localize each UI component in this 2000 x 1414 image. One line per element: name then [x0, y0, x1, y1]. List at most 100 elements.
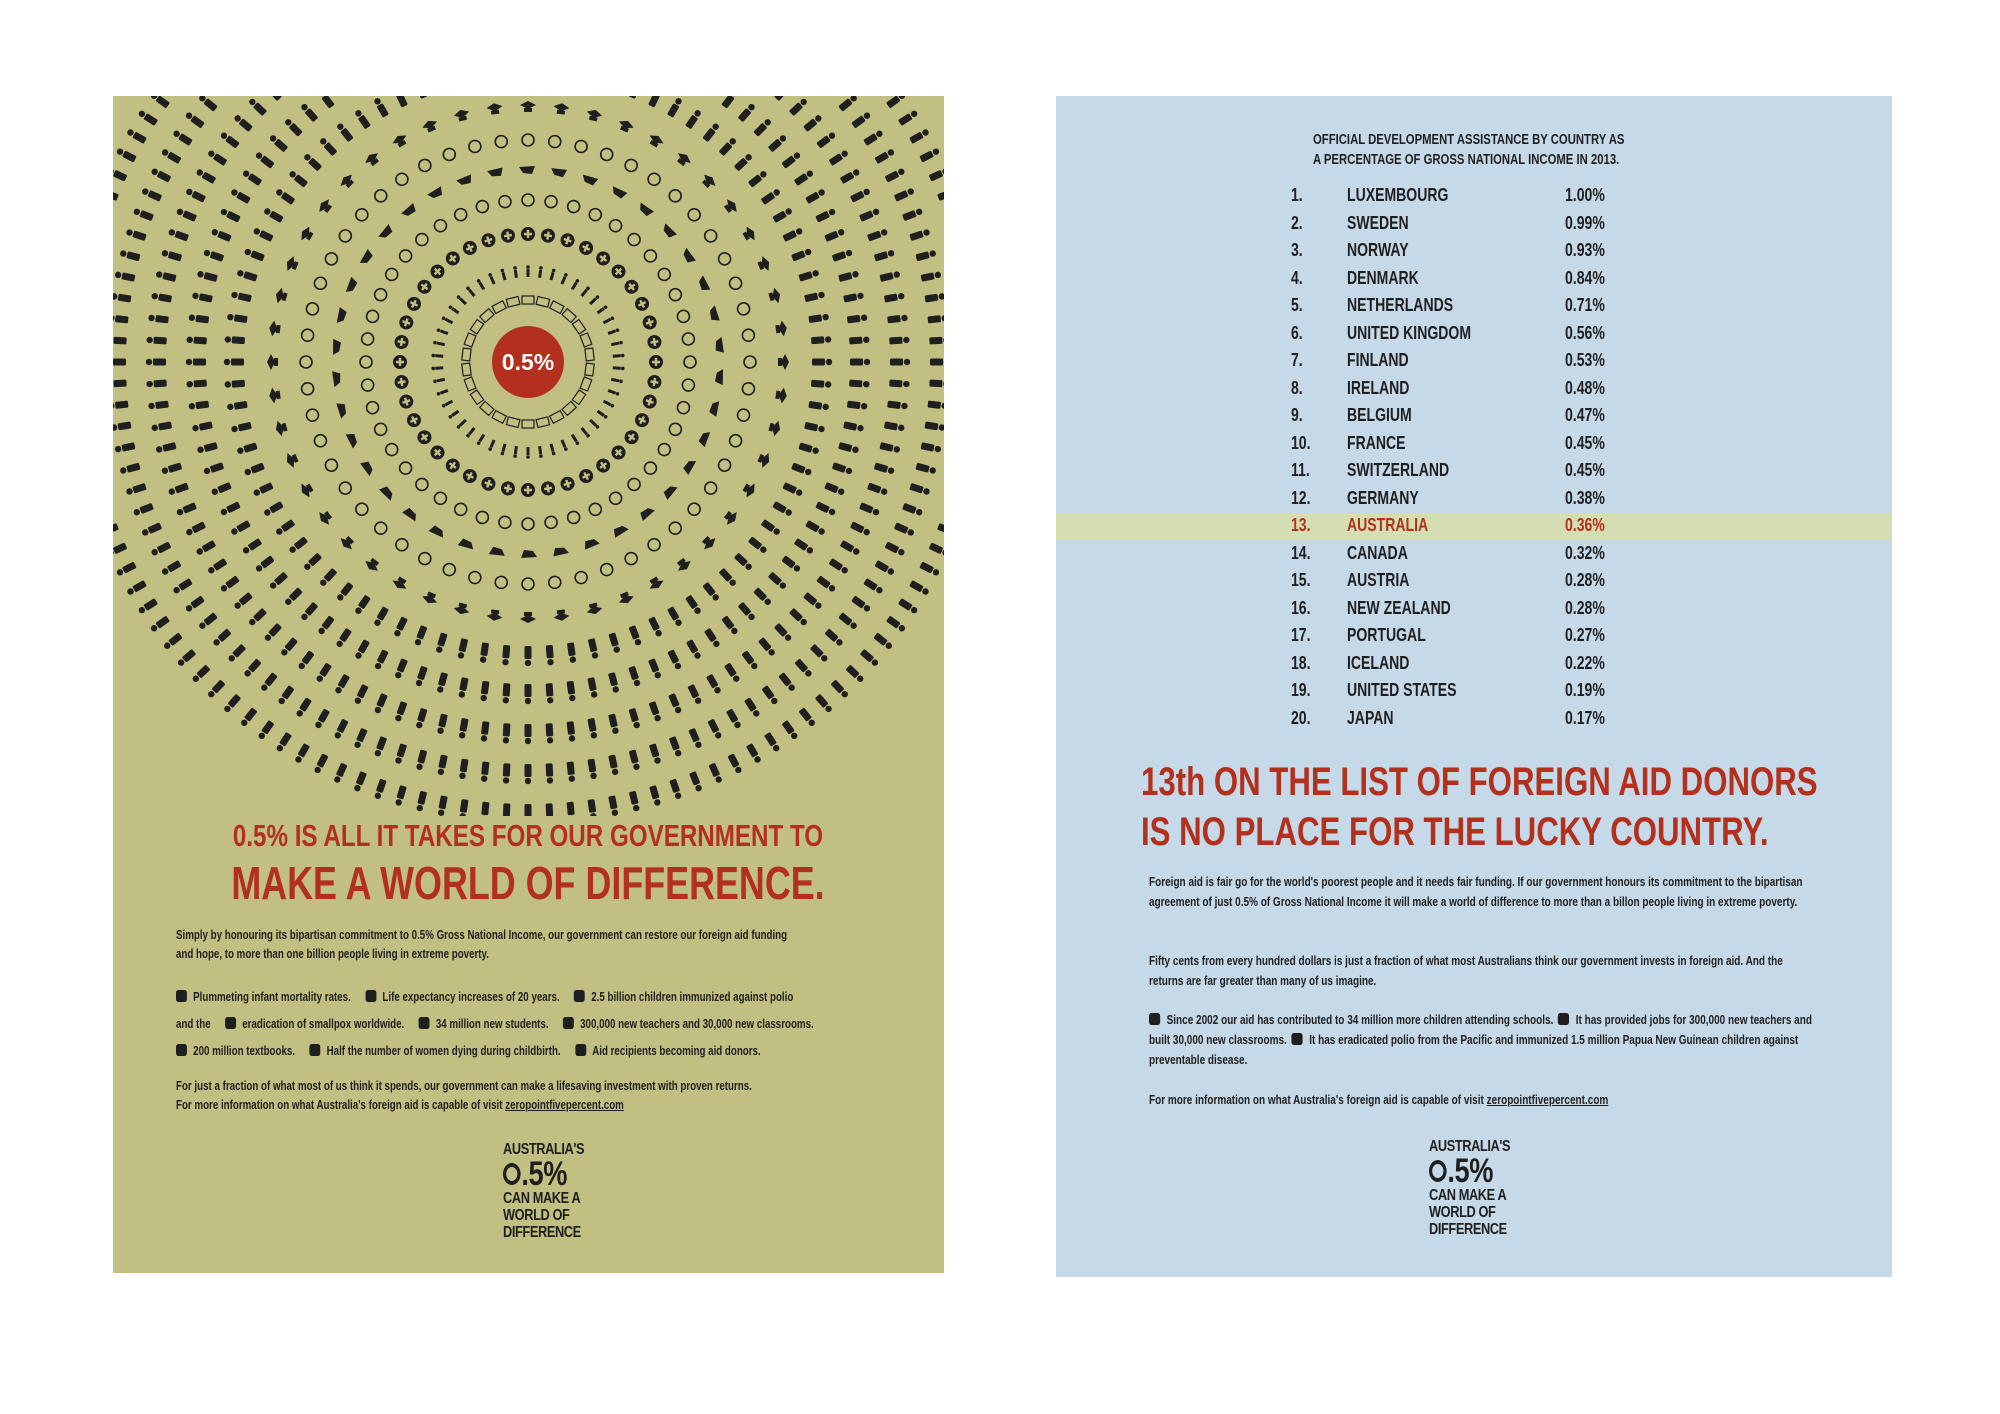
pattern-icon: [628, 666, 641, 687]
pattern-icon: [843, 292, 864, 303]
cross: [421, 433, 428, 442]
pattern-icon: [176, 502, 197, 516]
body: [308, 158, 322, 171]
body: [612, 354, 621, 358]
body: [301, 650, 315, 665]
head: [753, 710, 760, 717]
head: [695, 784, 702, 792]
pattern-icon: [286, 452, 299, 468]
steth: [360, 332, 375, 346]
steth: [608, 491, 623, 506]
pattern-icon: [561, 307, 578, 324]
body: [356, 728, 368, 743]
link[interactable]: zeropointfivepercent.com: [1486, 1093, 1609, 1107]
head: [148, 402, 155, 410]
head: [841, 150, 848, 157]
body: [799, 707, 812, 722]
head: [414, 638, 422, 646]
pattern-icon: [548, 299, 565, 315]
head: [901, 314, 908, 322]
pattern-icon: [874, 560, 895, 575]
pattern-icon: [502, 683, 511, 704]
barrow: [428, 525, 444, 538]
body: [648, 658, 659, 673]
body: [808, 314, 822, 323]
head: [903, 380, 910, 388]
pattern-icon: [355, 110, 371, 129]
head: [488, 273, 492, 277]
head: [876, 130, 883, 137]
head: [694, 697, 702, 704]
body: [243, 442, 258, 453]
body: [438, 754, 448, 769]
pattern-icon: [211, 482, 232, 495]
head: [177, 659, 185, 666]
body: [225, 575, 240, 589]
head: [264, 208, 271, 215]
pattern-icon: [799, 707, 815, 726]
head: [788, 684, 795, 691]
pattern-icon: [453, 207, 468, 222]
pattern-icon: [176, 208, 197, 222]
barrow: [551, 168, 568, 178]
barrow: [640, 508, 655, 521]
head: [120, 250, 127, 257]
head: [120, 467, 127, 474]
steth: [521, 517, 535, 531]
body: [915, 463, 930, 473]
book: [478, 400, 495, 417]
head: [733, 675, 740, 682]
head: [113, 293, 118, 300]
pattern-icon: [313, 276, 328, 291]
body: [924, 293, 939, 303]
pattern-icon: [687, 684, 702, 704]
head: [876, 587, 883, 594]
head: [818, 291, 825, 299]
cell-country: AUSTRIA: [1347, 570, 1410, 590]
head: [269, 135, 277, 142]
body: [873, 633, 888, 646]
book: [584, 347, 595, 362]
body: [846, 665, 860, 678]
cap: [269, 320, 281, 337]
pattern-icon: [428, 525, 444, 538]
head: [500, 451, 505, 456]
head: [837, 488, 845, 495]
book: [561, 307, 578, 324]
body: [846, 400, 861, 410]
pattern-icon: [211, 229, 232, 242]
link[interactable]: zeropointfivepercent.com: [505, 1098, 624, 1112]
pattern-icon: [304, 553, 322, 570]
steth: [544, 194, 558, 209]
book: [469, 318, 485, 335]
head: [334, 732, 341, 739]
pattern-icon: [314, 753, 329, 774]
pattern-icon: [395, 537, 409, 552]
barrow: [709, 305, 720, 321]
pattern-icon: [365, 400, 380, 415]
head: [654, 671, 661, 679]
pattern-icon: [478, 307, 495, 324]
body: [832, 462, 846, 473]
pattern-icon: [249, 608, 267, 626]
body: [566, 761, 575, 775]
barrow: [582, 174, 599, 186]
head: [818, 425, 825, 433]
pattern-icon: [315, 708, 330, 729]
pattern-icon: [164, 633, 183, 649]
head: [173, 587, 180, 594]
pattern-icon: [396, 96, 408, 108]
body: [459, 799, 469, 813]
pattern-icon: [846, 665, 864, 682]
head: [354, 741, 361, 748]
pattern-icon: [608, 218, 623, 233]
footer-line: For more information on what Australia's…: [176, 1095, 624, 1115]
achievement: Life expectancy increases of 20 years.: [382, 990, 560, 1004]
cap: [301, 483, 314, 498]
head: [188, 403, 196, 410]
pattern-icon: [224, 379, 245, 388]
barrow: [401, 203, 416, 216]
head: [150, 625, 158, 632]
cell-value: 0.36%: [1565, 515, 1605, 535]
head: [712, 123, 719, 130]
